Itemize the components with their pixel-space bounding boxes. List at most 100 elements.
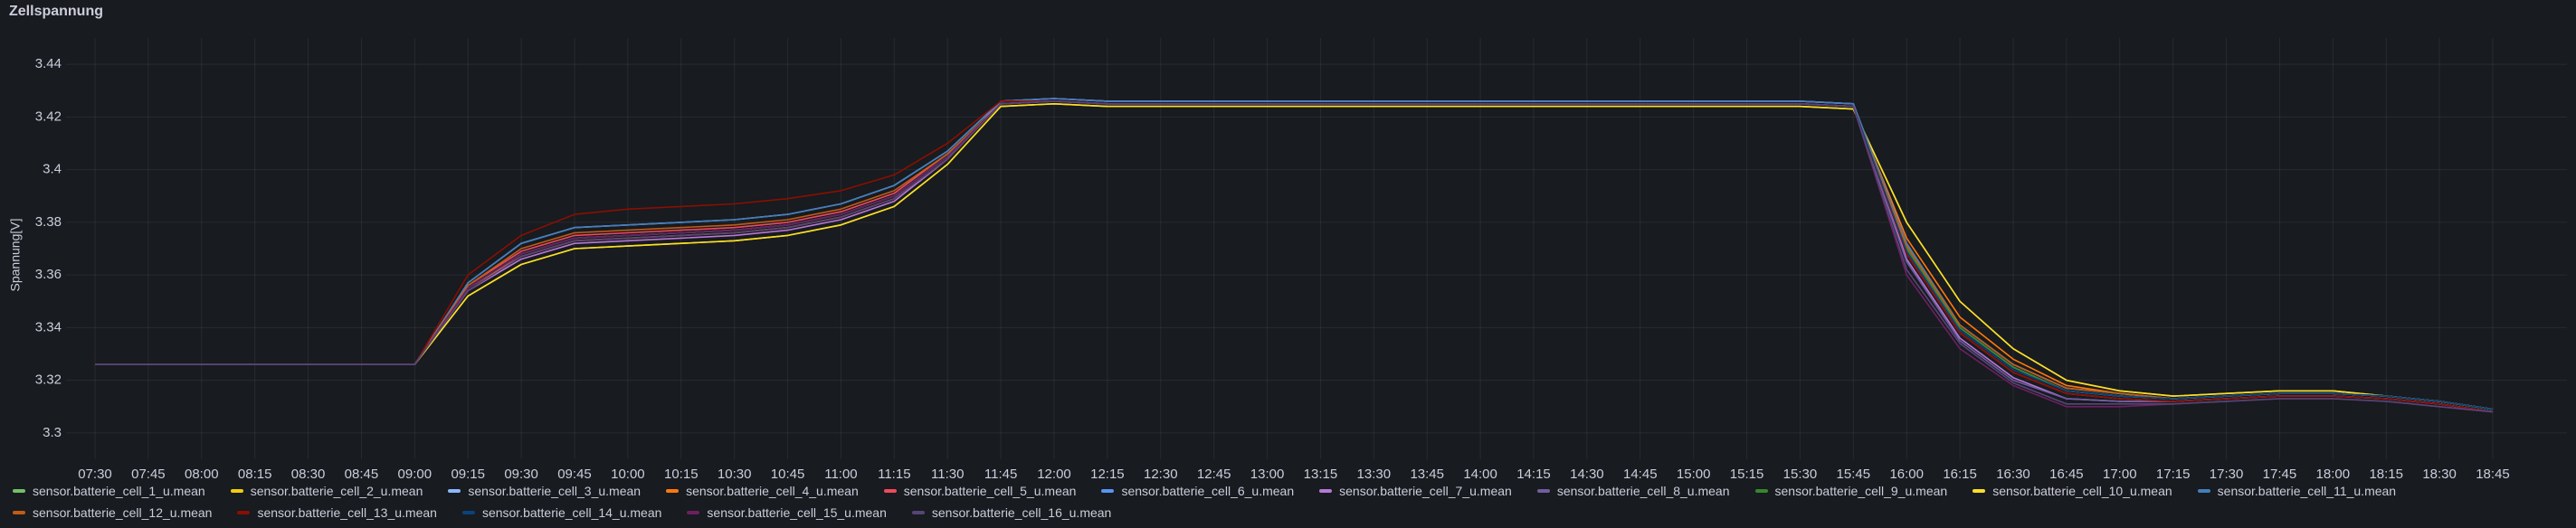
legend-swatch (1536, 489, 1550, 493)
x-tick-label: 08:45 (345, 467, 379, 479)
x-tick-label: 15:30 (1783, 467, 1818, 479)
legend-item[interactable]: sensor.batterie_cell_6_u.mean (1101, 484, 1294, 498)
x-tick-label: 10:00 (611, 467, 645, 479)
x-tick-label: 09:15 (451, 467, 485, 479)
x-tick-label: 11:45 (984, 467, 1017, 479)
x-tick-label: 16:30 (1996, 467, 2030, 479)
series-line (95, 100, 2494, 410)
legend-swatch (448, 489, 461, 493)
legend-item[interactable]: sensor.batterie_cell_16_u.mean (911, 505, 1111, 520)
x-tick-label: 17:30 (2210, 467, 2244, 479)
x-tick-label: 12:45 (1197, 467, 1231, 479)
series-line (95, 100, 2494, 413)
series-line (95, 100, 2494, 413)
legend-item[interactable]: sensor.batterie_cell_4_u.mean (666, 484, 859, 498)
x-tick-label: 16:15 (1943, 467, 1977, 479)
legend-swatch (2197, 489, 2210, 493)
legend: sensor.batterie_cell_1_u.mean sensor.batt… (13, 484, 2564, 520)
x-tick-label: 11:00 (824, 467, 857, 479)
legend-label: sensor.batterie_cell_12_u.mean (33, 505, 213, 520)
x-tick-label: 14:15 (1516, 467, 1551, 479)
legend-swatch (1754, 489, 1768, 493)
legend-swatch (13, 489, 25, 493)
x-tick-label: 11:30 (931, 467, 964, 479)
x-tick-label: 15:00 (1677, 467, 1711, 479)
legend-item[interactable]: sensor.batterie_cell_3_u.mean (448, 484, 641, 498)
legend-item[interactable]: sensor.batterie_cell_11_u.mean (2197, 484, 2397, 498)
series-line (95, 100, 2494, 413)
legend-label: sensor.batterie_cell_5_u.mean (903, 484, 1077, 498)
legend-item[interactable]: sensor.batterie_cell_7_u.mean (1319, 484, 1512, 498)
x-tick-label: 13:45 (1410, 467, 1444, 479)
legend-label: sensor.batterie_cell_8_u.mean (1556, 484, 1730, 498)
x-tick-label: 13:00 (1250, 467, 1285, 479)
legend-item[interactable]: sensor.batterie_cell_9_u.mean (1754, 484, 1948, 498)
legend-swatch (1319, 489, 1333, 493)
legend-swatch (911, 511, 925, 514)
legend-label: sensor.batterie_cell_9_u.mean (1774, 484, 1948, 498)
x-tick-label: 07:45 (131, 467, 166, 479)
legend-label: sensor.batterie_cell_1_u.mean (33, 484, 205, 498)
series-line (95, 98, 2494, 410)
x-tick-label: 14:30 (1570, 467, 1604, 479)
legend-label: sensor.batterie_cell_4_u.mean (686, 484, 859, 498)
legend-item[interactable]: sensor.batterie_cell_13_u.mean (237, 505, 437, 520)
chart: Zellspannung Spannung[V] 3.3 3.32 3.34 3.36… (8, 4, 2567, 479)
legend-item[interactable]: sensor.batterie_cell_8_u.mean (1536, 484, 1730, 498)
legend-swatch (1101, 489, 1115, 493)
x-tick-label: 10:45 (771, 467, 805, 479)
x-tick-label: 07:30 (78, 467, 112, 479)
x-tick-label: 11:15 (878, 467, 910, 479)
series-line (95, 100, 2494, 410)
legend-swatch (666, 489, 680, 493)
legend-item[interactable]: sensor.batterie_cell_2_u.mean (230, 484, 423, 498)
x-tick-label: 10:15 (664, 467, 699, 479)
y-tick-label: 3.4 (43, 162, 62, 177)
legend-swatch (883, 489, 897, 493)
x-tick-label: 17:00 (2103, 467, 2137, 479)
legend-item[interactable]: sensor.batterie_cell_15_u.mean (687, 505, 887, 520)
x-tick-label: 09:45 (557, 467, 592, 479)
legend-label: sensor.batterie_cell_13_u.mean (257, 505, 437, 520)
y-tick-label: 3.3 (43, 425, 62, 440)
legend-swatch (230, 489, 243, 493)
x-tick-label: 14:45 (1623, 467, 1658, 479)
legend-item[interactable]: sensor.batterie_cell_12_u.mean (13, 505, 212, 520)
x-tick-label: 17:45 (2263, 467, 2297, 479)
series-line (95, 100, 2494, 413)
legend-swatch (687, 511, 700, 514)
legend-item[interactable]: sensor.batterie_cell_10_u.mean (1972, 484, 2172, 498)
legend-swatch (13, 511, 25, 514)
y-tick-label: 3.44 (35, 56, 62, 71)
series-line (95, 100, 2494, 410)
legend-label: sensor.batterie_cell_14_u.mean (481, 505, 662, 520)
x-tick-label: 14:00 (1463, 467, 1497, 479)
series-line (95, 98, 2494, 413)
x-tick-label: 08:00 (185, 467, 219, 479)
x-tick-label: 18:15 (2369, 467, 2403, 479)
legend-swatch (1972, 489, 1986, 493)
legend-item[interactable]: sensor.batterie_cell_1_u.mean (13, 484, 205, 498)
x-tick-label: 12:30 (1144, 467, 1178, 479)
x-tick-label: 18:30 (2422, 467, 2457, 479)
legend-label: sensor.batterie_cell_6_u.mean (1121, 484, 1295, 498)
series-line (95, 100, 2494, 410)
series-line (95, 100, 2494, 410)
chart-title: Zellspannung (9, 4, 103, 19)
x-tick-label: 08:30 (291, 467, 326, 479)
series-line (95, 98, 2494, 410)
x-tick-label: 13:15 (1304, 467, 1338, 479)
x-tick-label: 08:15 (238, 467, 272, 479)
y-tick-label: 3.36 (35, 267, 62, 282)
x-tick-label: 10:30 (718, 467, 752, 479)
legend-item[interactable]: sensor.batterie_cell_5_u.mean (883, 484, 1077, 498)
y-tick-label: 3.42 (35, 108, 62, 124)
legend-swatch (237, 511, 251, 514)
x-tick-label: 12:15 (1090, 467, 1125, 479)
x-tick-label: 09:00 (398, 467, 433, 479)
x-tick-label: 18:00 (2316, 467, 2351, 479)
legend-label: sensor.batterie_cell_11_u.mean (2217, 484, 2397, 498)
series-line (95, 103, 2494, 410)
legend-item[interactable]: sensor.batterie_cell_14_u.mean (461, 505, 662, 520)
